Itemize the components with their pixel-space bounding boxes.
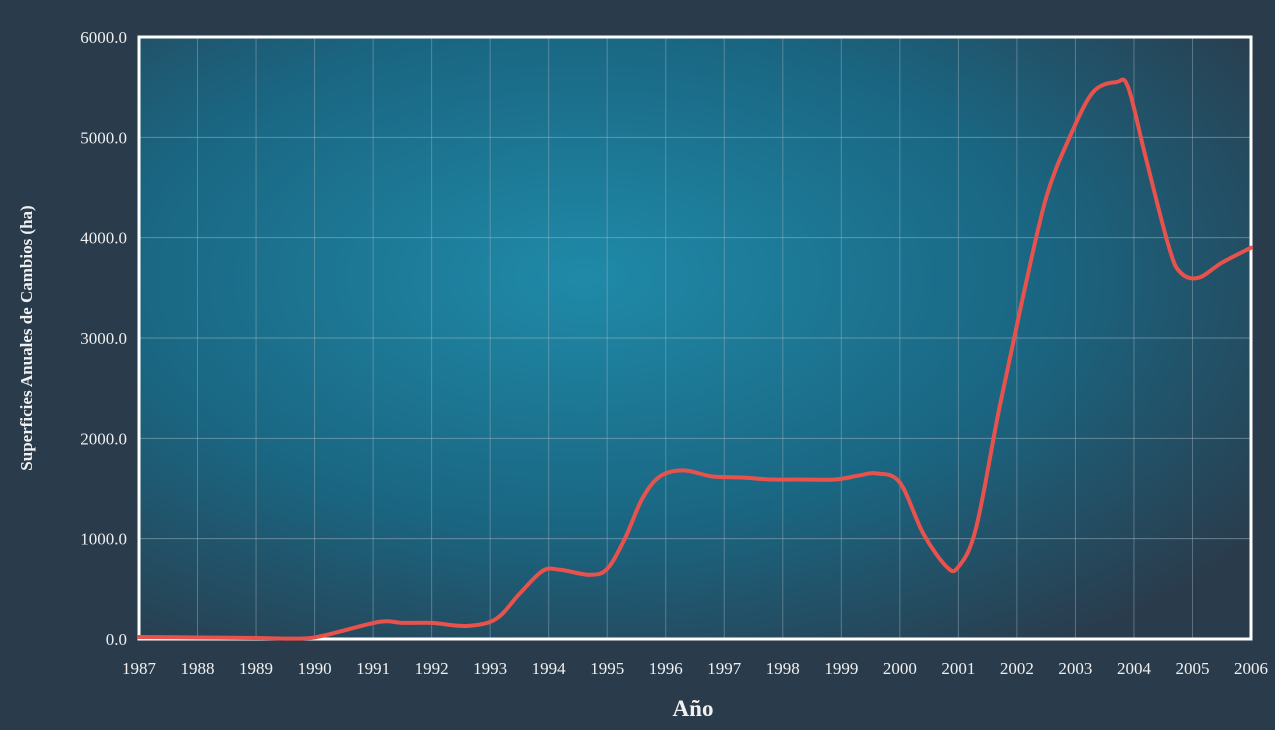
x-tick-label: 2004 <box>1117 659 1152 678</box>
grid-lines <box>138 36 1252 640</box>
y-tick-label: 3000.0 <box>80 329 127 348</box>
x-tick-label: 2001 <box>941 659 975 678</box>
y-tick-label: 2000.0 <box>80 429 127 448</box>
x-tick-label: 1989 <box>239 659 273 678</box>
x-tick-label: 2002 <box>1000 659 1034 678</box>
x-tick-label: 2005 <box>1175 659 1209 678</box>
y-tick-label: 4000.0 <box>80 229 127 248</box>
x-tick-label: 2000 <box>883 659 917 678</box>
x-tick-label: 1995 <box>590 659 624 678</box>
x-tick-label: 2003 <box>1058 659 1092 678</box>
x-tick-labels: 1987 1988 1989 1990 1991 1992 1993 1994 1995 1996… <box>122 659 1268 678</box>
y-tick-label: 1000.0 <box>80 530 127 549</box>
x-tick-label: 1994 <box>532 659 567 678</box>
x-tick-label: 1999 <box>824 659 858 678</box>
x-tick-label: 1993 <box>473 659 507 678</box>
plot-border <box>137 35 1253 641</box>
y-tick-label: 5000.0 <box>80 128 127 147</box>
x-tick-label: 2006 <box>1234 659 1268 678</box>
y-tick-labels: 0.0 1000.0 2000.0 3000.0 4000.0 5000.0 6000.0 <box>80 28 127 649</box>
x-tick-label: 1987 <box>122 659 157 678</box>
y-tick-label: 6000.0 <box>80 28 127 47</box>
x-tick-label: 1988 <box>181 659 215 678</box>
y-tick-label: 0.0 <box>106 630 127 649</box>
x-tick-label: 1997 <box>707 659 742 678</box>
x-tick-label: 1992 <box>415 659 449 678</box>
x-tick-label: 1991 <box>356 659 390 678</box>
x-tick-label: 1998 <box>766 659 800 678</box>
x-axis-label: Año <box>673 696 714 721</box>
x-tick-label: 1996 <box>649 659 683 678</box>
x-tick-label: 1990 <box>298 659 332 678</box>
series-line <box>137 77 1253 641</box>
y-axis-label: Superficies Anuales de Cambios (ha) <box>17 205 36 470</box>
